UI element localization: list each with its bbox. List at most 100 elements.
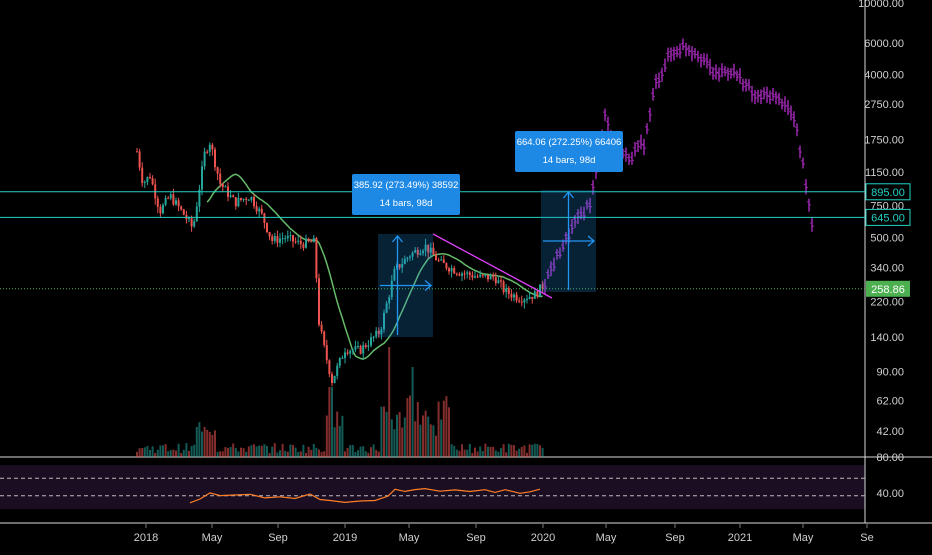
candle-body [515, 294, 518, 301]
candle-body [453, 268, 456, 274]
volume-bar [284, 450, 287, 457]
volume-bar [214, 430, 216, 457]
volume-bar [159, 445, 162, 457]
candle-body [440, 259, 443, 261]
candle-body [492, 275, 495, 278]
volume-bar [190, 445, 193, 457]
volume-bar [169, 450, 172, 457]
candle-body [136, 151, 138, 153]
volume-bar [367, 452, 370, 457]
rsi-indicator: 80.00 40.00 [0, 452, 904, 504]
volume-bar [299, 451, 302, 457]
volume-bar [539, 445, 541, 457]
volume-bar [513, 445, 515, 457]
candle-body [333, 375, 336, 383]
trendline [432, 233, 553, 299]
volume-bar [479, 446, 482, 457]
volume-bar [453, 445, 456, 457]
candle-body [370, 337, 372, 346]
x-tick-label: Sep [466, 532, 486, 544]
candle-body [461, 273, 463, 276]
candle-body [401, 264, 404, 268]
volume-bar [466, 449, 469, 457]
volume-bar [500, 448, 502, 457]
volume-bar [502, 444, 505, 457]
candle-body [245, 198, 248, 201]
volume-bar [182, 449, 185, 457]
volume-bar [229, 446, 232, 457]
volume-bar [445, 396, 448, 457]
candle-body [536, 291, 539, 297]
volume-bar [320, 451, 323, 457]
rsi-pane[interactable] [0, 465, 865, 509]
candle-body [232, 195, 235, 198]
volume-bar [435, 435, 437, 457]
candle-body [505, 288, 508, 293]
volume-bar [471, 452, 474, 457]
volume-bar [151, 446, 154, 457]
x-tick-label: May [793, 532, 814, 544]
candle-body [328, 360, 331, 375]
volume-bar [180, 452, 183, 457]
candle-body [351, 349, 354, 351]
volume-bar [393, 429, 396, 457]
candle-body [297, 240, 300, 242]
volume-bar [440, 419, 443, 457]
volume-bar [201, 431, 203, 457]
candle-body [341, 357, 344, 359]
candle-body [481, 274, 484, 276]
volume-bar [364, 451, 367, 457]
candle-body [240, 197, 242, 200]
candle-body [354, 346, 357, 350]
volume-bar [250, 445, 253, 457]
candle-body [390, 280, 393, 298]
candle-body [299, 240, 302, 245]
volume-bar [526, 452, 528, 457]
measure-arrowhead-right [587, 235, 596, 247]
volume-bar [351, 445, 354, 457]
measure-arrowhead-up [563, 190, 574, 199]
volume-bar [424, 410, 427, 457]
candle-body [406, 257, 409, 259]
moving-average [206, 173, 543, 360]
volume-bar [450, 444, 453, 457]
volume-bar [305, 452, 307, 457]
volume-bar [375, 450, 378, 457]
volume-bar [409, 395, 411, 457]
candle-body [250, 196, 253, 200]
candle-body [476, 276, 479, 278]
volume-bar [344, 451, 346, 457]
volume-bar [237, 451, 240, 457]
volume-bars [136, 347, 544, 457]
volume-bar [211, 434, 214, 457]
candle-body [367, 345, 370, 347]
measure-label-line1: 385.92 (273.49%) 38592 [354, 180, 459, 191]
candle-body [346, 352, 349, 354]
volume-bar [414, 421, 417, 457]
candle-body [463, 273, 466, 275]
candle-body [375, 330, 378, 337]
candle-body [531, 296, 534, 299]
candle-body [526, 298, 528, 300]
volume-bar [380, 406, 383, 457]
volume-bar [518, 448, 521, 457]
volume-bar [177, 443, 180, 457]
volume-bar [481, 451, 484, 457]
measure-arrowhead-up [392, 234, 403, 243]
y-tick-label: 4000.00 [864, 70, 904, 82]
candle-body [281, 238, 284, 240]
candle-body [518, 300, 521, 302]
candle-body [167, 198, 170, 200]
price-candles [136, 142, 544, 387]
candle-body [494, 277, 497, 284]
volume-bar [432, 425, 435, 457]
volume-bar [292, 444, 294, 457]
candle-body [513, 294, 515, 298]
candle-body [211, 144, 214, 150]
volume-bar [175, 450, 177, 457]
main-pane[interactable] [0, 0, 865, 457]
volume-bar [390, 419, 393, 457]
volume-bar [461, 444, 463, 457]
candle-body [435, 254, 437, 261]
